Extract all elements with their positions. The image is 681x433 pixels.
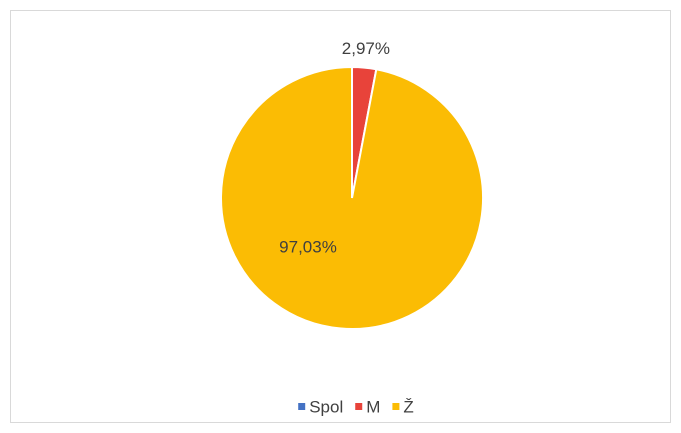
- legend-swatch: [392, 403, 400, 410]
- pie-slice: [220, 65, 484, 330]
- legend-label: M: [366, 397, 380, 416]
- legend-swatch: [355, 403, 363, 410]
- legend-label: Ž: [403, 397, 413, 416]
- legend-swatch: [298, 403, 306, 410]
- data-label: 97,03%: [279, 237, 337, 256]
- data-label: 2,97%: [342, 39, 390, 58]
- legend-label: Spol: [309, 397, 343, 416]
